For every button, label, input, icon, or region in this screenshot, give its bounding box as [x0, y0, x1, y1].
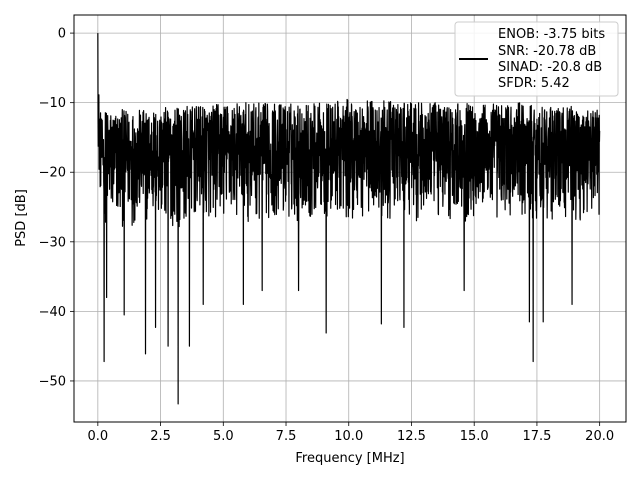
y-tick-label: −10 — [39, 96, 66, 111]
y-tick-label: −30 — [39, 235, 66, 250]
x-axis-label: Frequency [MHz] — [295, 451, 404, 466]
x-tick-label: 5.0 — [213, 429, 234, 444]
y-tick-label: −40 — [39, 305, 66, 320]
plot-frame — [73, 14, 627, 423]
x-tick-label: 15.0 — [460, 429, 489, 444]
x-tick-label: 10.0 — [334, 429, 363, 444]
y-axis-label: PSD [dB] — [14, 189, 29, 247]
legend-sinad: SINAD: -20.8 dB — [498, 60, 602, 75]
y-tick-label: −20 — [39, 166, 66, 181]
legend: ENOB: -3.75 bits SNR: -20.78 dB SINAD: -… — [454, 21, 619, 97]
x-tick-label: 17.5 — [522, 429, 551, 444]
psd-series-line — [97, 33, 601, 405]
y-tick-label: 0 — [58, 27, 66, 42]
x-tick-label: 12.5 — [397, 429, 426, 444]
legend-sfdr: SFDR: 5.42 — [498, 76, 570, 91]
x-tick-label: 2.5 — [150, 429, 171, 444]
legend-box — [454, 21, 619, 97]
x-tick-label: 7.5 — [276, 429, 297, 444]
legend-enob: ENOB: -3.75 bits — [498, 27, 605, 42]
legend-snr: SNR: -20.78 dB — [498, 44, 596, 59]
series-layer — [97, 33, 601, 405]
x-tick-label: 20.0 — [585, 429, 614, 444]
y-tick-label: −50 — [39, 374, 66, 389]
axis-ticks: 0.0 2.5 5.0 7.5 10.0 12.5 15.0 17.5 20.0 0 −10 −20 −… — [39, 27, 615, 444]
x-tick-label: 0.0 — [87, 429, 108, 444]
